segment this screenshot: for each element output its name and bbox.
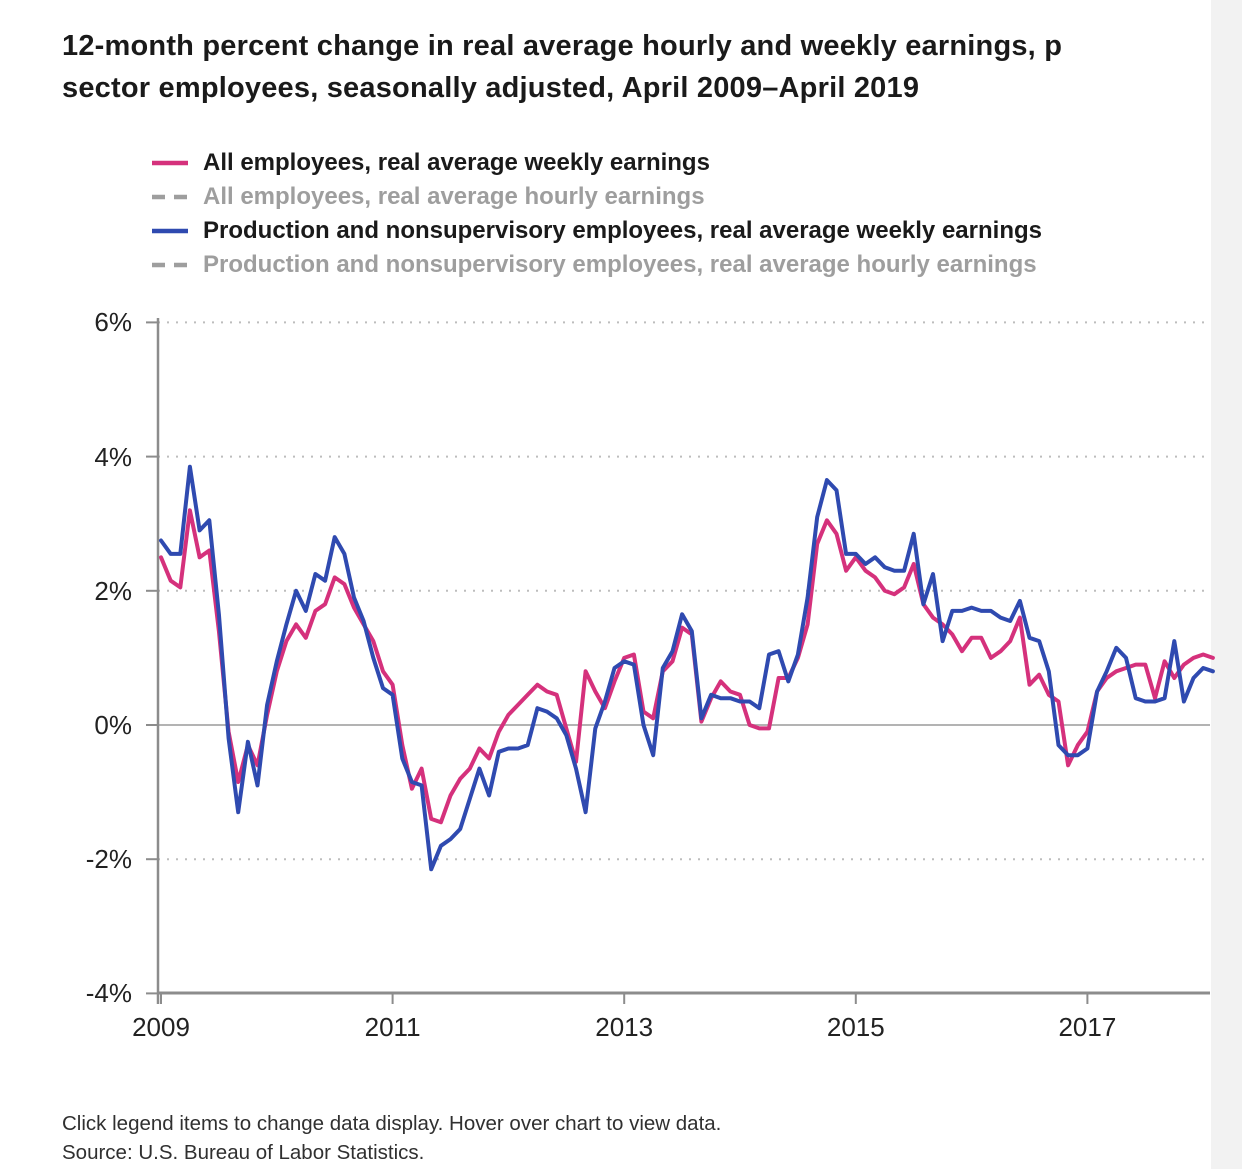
x-axis-label: 2015 xyxy=(826,1012,885,1042)
x-axis-label: 2011 xyxy=(364,1012,421,1042)
y-axis-label: 0% xyxy=(94,710,132,740)
legend-item-4[interactable]: Production and nonsupervisory employees,… xyxy=(152,248,1042,282)
legend-item-1[interactable]: All employees, real average weekly earni… xyxy=(152,146,1042,180)
legend-item-label: Production and nonsupervisory employees,… xyxy=(203,217,1042,244)
legend-item-2[interactable]: All employees, real average hourly earni… xyxy=(152,180,1042,214)
legend-swatch-solid-line-icon xyxy=(152,228,188,234)
legend-item-label: All employees, real average weekly earni… xyxy=(203,149,710,176)
legend: All employees, real average weekly earni… xyxy=(152,146,1042,282)
y-axis-label: 2% xyxy=(94,575,132,606)
legend-swatch-solid-line-icon xyxy=(152,160,188,166)
legend-swatch-dashed-line-icon xyxy=(152,262,188,268)
legend-item-label: Production and nonsupervisory employees,… xyxy=(203,251,1037,278)
legend-swatch-dashed-line-icon xyxy=(152,194,188,200)
y-axis-label: -2% xyxy=(85,844,132,875)
series-line-all-employees-weekly[interactable] xyxy=(159,508,1215,825)
chart-card: 12-month percent change in real average … xyxy=(0,0,1215,1169)
y-axis-label: 6% xyxy=(94,307,132,338)
y-axis-label: -4% xyxy=(85,978,132,1009)
y-axis-label: 4% xyxy=(94,441,132,472)
x-axis-label: 2013 xyxy=(595,1012,654,1042)
chart-title-line2: sector employees, seasonally adjusted, A… xyxy=(62,72,920,104)
x-axis-label: 2017 xyxy=(1058,1012,1117,1042)
footer-source: Source: U.S. Bureau of Labor Statistics. xyxy=(62,1141,425,1164)
legend-item-label: All employees, real average hourly earni… xyxy=(203,183,705,210)
series-line-production-weekly[interactable] xyxy=(159,464,1215,872)
x-axis-label: 2009 xyxy=(132,1012,190,1042)
footer-instruction: Click legend items to change data displa… xyxy=(62,1112,722,1135)
chart-title-line1: 12-month percent change in real average … xyxy=(62,30,1063,62)
legend-item-3[interactable]: Production and nonsupervisory employees,… xyxy=(152,214,1042,248)
